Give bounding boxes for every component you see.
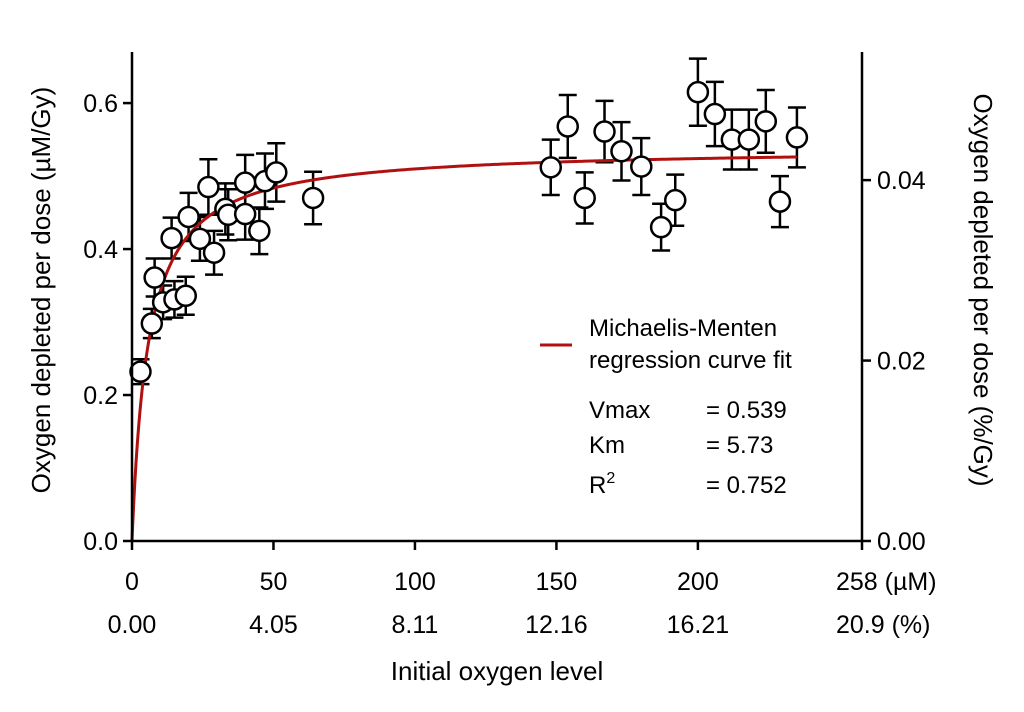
data-point xyxy=(754,110,778,133)
fit-stats: Vmax = 0.539 Km = 5.73 R2 = 0.752 xyxy=(589,397,787,499)
x-tick-label-um: 258 (µM) xyxy=(836,568,937,596)
data-point xyxy=(160,226,183,250)
data-point xyxy=(143,266,166,289)
x-tick-label-um: 100 xyxy=(394,568,436,596)
legend-label-line2: regression curve fit xyxy=(589,347,792,374)
legend-label-line1: Michaelis-Menten xyxy=(589,315,777,342)
data-point xyxy=(610,140,633,163)
data-point xyxy=(593,120,616,143)
data-points xyxy=(129,80,809,383)
y-left-tick-label: 0.2 xyxy=(83,382,118,410)
stat-r2-label: R2 xyxy=(589,470,615,499)
x-tick-label-um: 0 xyxy=(125,568,139,596)
data-point xyxy=(573,186,596,210)
x-tick-label-um: 50 xyxy=(260,568,288,596)
x-tick-label-um: 150 xyxy=(536,568,578,596)
x-tick-label-pct: 8.11 xyxy=(392,611,439,639)
data-point xyxy=(556,115,579,138)
x-tick-label-pct: 20.9 (%) xyxy=(836,611,930,639)
stat-r2-value: = 0.752 xyxy=(706,472,787,499)
axes: 0 0.00 50 4.05 100 8.11 150 12.16 200 16.21 258 (µ… xyxy=(83,52,937,639)
data-point xyxy=(202,241,226,264)
data-point xyxy=(686,80,710,104)
data-point xyxy=(188,227,212,251)
y-left-tick-label: 0.6 xyxy=(83,90,118,118)
stat-r2-letter: R xyxy=(589,472,606,499)
fit-layer xyxy=(130,155,797,542)
data-point xyxy=(233,202,257,226)
x-tick-label-pct: 16.21 xyxy=(667,611,730,639)
legend: Michaelis-Menten regression curve fit xyxy=(540,315,792,374)
data-point xyxy=(737,128,761,151)
data-point xyxy=(539,156,563,179)
x-tick-label-pct: 12.16 xyxy=(525,611,588,639)
y-left-tick-label: 0.0 xyxy=(83,528,118,556)
y-right-tick-label: 0.02 xyxy=(877,348,926,376)
x-tick-label-pct: 0.00 xyxy=(108,611,157,639)
y-right-tick-label: 0.00 xyxy=(877,528,926,556)
data-point xyxy=(129,360,152,383)
stat-km-label: Km xyxy=(589,432,625,459)
data-point xyxy=(265,161,288,184)
stat-r2-superscript: 2 xyxy=(606,470,615,487)
fit-curve xyxy=(130,155,797,542)
y-axis-right-title: Oxygen depleted per dose (%/Gy) xyxy=(968,93,998,486)
y-right-tick-label: 0.04 xyxy=(877,167,926,195)
data-point xyxy=(233,171,257,194)
data-point xyxy=(664,188,687,212)
y-left-tick-label: 0.4 xyxy=(83,236,118,264)
x-tick-label-pct: 4.05 xyxy=(249,611,298,639)
data-point xyxy=(768,190,792,213)
data-point xyxy=(140,312,164,335)
x-axis-title: Initial oxygen level xyxy=(391,656,603,686)
data-point xyxy=(177,205,200,229)
data-point xyxy=(785,126,809,149)
data-point xyxy=(174,284,198,308)
data-point xyxy=(649,215,673,239)
data-point xyxy=(630,155,653,178)
y-axis-left-title: Oxygen depleted per dose (µM/Gy) xyxy=(26,87,56,494)
stat-vmax-value: = 0.539 xyxy=(706,397,787,424)
data-point xyxy=(301,186,325,210)
stat-km-value: = 5.73 xyxy=(706,432,773,459)
data-point xyxy=(248,219,271,243)
stat-vmax-label: Vmax xyxy=(589,397,650,424)
data-point xyxy=(197,175,220,199)
x-tick-label-um: 200 xyxy=(677,568,719,596)
data-point xyxy=(703,102,727,126)
